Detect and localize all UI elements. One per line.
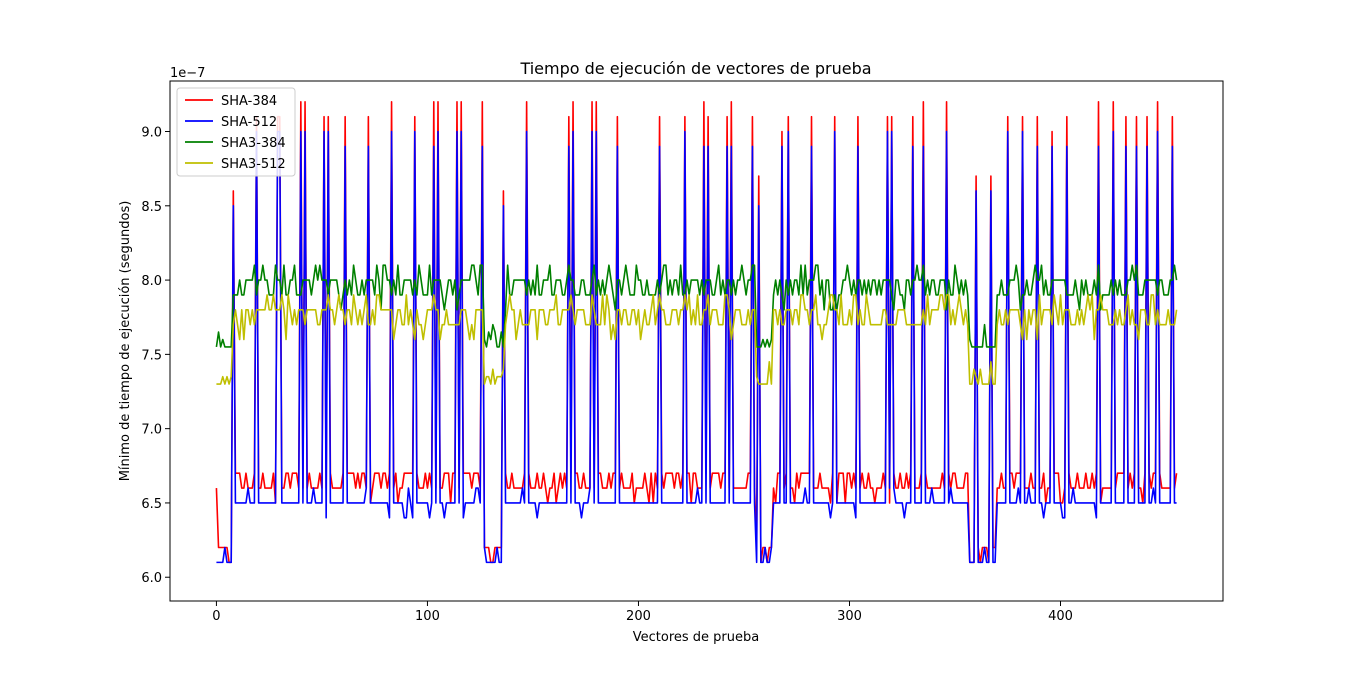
series-line-sha3-512 [216, 294, 1178, 385]
x-tick-label: 200 [626, 609, 651, 624]
y-tick-label: 8.0 [141, 274, 162, 289]
legend-label: SHA3-512 [221, 157, 286, 172]
series-line-sha-512 [216, 130, 1177, 564]
x-tick-label: 300 [837, 609, 862, 624]
y-tick-label: 6.5 [141, 497, 162, 512]
y-ticks: 6.0 6.5 7.0 7.5 8.0 8.5 9.0 [141, 126, 170, 586]
y-axis-label: Mínimo de tiempo de ejecución (segundos) [118, 201, 133, 482]
y-offset-label: 1e−7 [170, 66, 205, 81]
legend-label: SHA3-384 [221, 136, 286, 151]
legend-box [176, 87, 296, 177]
y-tick-label: 6.0 [141, 571, 162, 586]
x-tick-label: 0 [212, 609, 220, 624]
legend-label: SHA-384 [221, 94, 277, 109]
x-tick-label: 400 [1048, 609, 1073, 624]
series-layer [215, 101, 1178, 564]
plot-frame [169, 80, 1224, 602]
chart-title: Tiempo de ejecución de vectores de prueb… [519, 59, 871, 78]
legend: SHA-384 SHA-512 SHA3-384 SHA3-512 [176, 87, 296, 177]
y-tick-label: 9.0 [141, 126, 162, 141]
legend-label: SHA-512 [221, 115, 277, 130]
x-ticks: 0 100 200 300 400 [212, 601, 1073, 624]
y-tick-label: 7.5 [141, 348, 162, 363]
series-line-sha3-384 [215, 264, 1178, 348]
series-line-sha-384 [215, 101, 1178, 564]
x-axis-label: Vectores de prueba [633, 630, 759, 645]
y-tick-label: 8.5 [141, 200, 162, 215]
y-tick-label: 7.0 [141, 423, 162, 438]
x-tick-label: 100 [415, 609, 440, 624]
